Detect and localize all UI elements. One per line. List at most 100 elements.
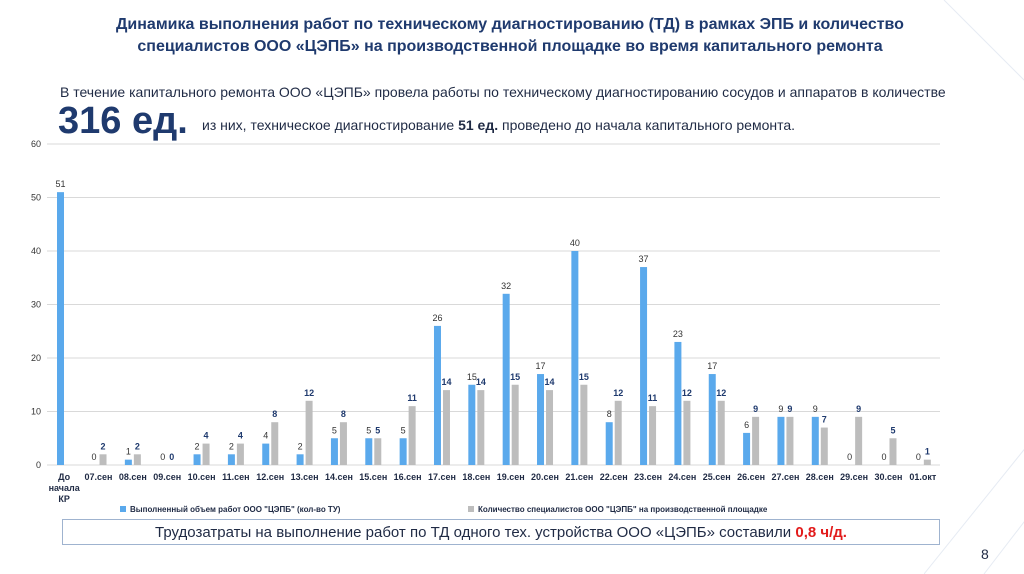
data-label-specialists: 9 (856, 404, 861, 414)
data-label-specialists: 12 (304, 388, 314, 398)
bar-volume (365, 438, 373, 465)
bar-volume (296, 454, 304, 465)
x-tick-label: начала (49, 483, 81, 493)
x-tick-label: 24.сен (668, 472, 696, 482)
bar-volume (537, 374, 545, 465)
data-label-volume: 37 (639, 254, 649, 264)
bar-specialists (374, 438, 382, 465)
bar-specialists (649, 406, 657, 465)
x-tick-label: 17.сен (428, 472, 456, 482)
x-tick-label: 20.сен (531, 472, 559, 482)
data-label-specialists: 14 (476, 377, 486, 387)
y-tick-label: 0 (36, 460, 41, 470)
data-label-specialists: 9 (787, 404, 792, 414)
data-label-volume: 26 (432, 313, 442, 323)
sub-text: из них, техническое диагностирование 51 … (202, 117, 795, 133)
total-value: 316 ед. (58, 100, 188, 142)
sub-text-prefix: из них, техническое диагностирование (202, 117, 459, 133)
data-label-specialists: 12 (613, 388, 623, 398)
data-label-volume: 9 (778, 404, 783, 414)
data-label-specialists: 14 (441, 377, 451, 387)
x-tick-label: 11.сен (222, 472, 249, 482)
bar-volume (468, 384, 476, 465)
data-label-specialists: 7 (822, 415, 827, 425)
x-tick-label: 18.сен (462, 472, 490, 482)
bar-specialists (271, 422, 279, 465)
data-label-specialists: 12 (716, 388, 726, 398)
bar-specialists (786, 416, 794, 465)
data-label-volume: 23 (673, 329, 683, 339)
data-label-specialists: 4 (204, 431, 209, 441)
x-tick-label: 26.сен (737, 472, 765, 482)
bar-specialists (923, 459, 931, 465)
data-label-volume: 9 (813, 404, 818, 414)
bar-specialists (202, 443, 210, 465)
data-label-volume: 0 (92, 452, 97, 462)
data-label-volume: 2 (229, 441, 234, 451)
data-label-volume: 6 (744, 420, 749, 430)
bar-volume (330, 438, 338, 465)
x-tick-label: 23.сен (634, 472, 662, 482)
bar-volume (502, 293, 510, 465)
data-label-volume: 4 (263, 431, 268, 441)
bar-volume (571, 251, 579, 465)
data-label-specialists: 2 (101, 441, 106, 451)
x-tick-label: 22.сен (600, 472, 628, 482)
legend-swatch (468, 506, 474, 512)
y-tick-label: 20 (31, 353, 41, 363)
x-tick-label: 01.окт (909, 472, 937, 482)
data-label-specialists: 11 (648, 393, 658, 403)
data-label-volume: 51 (55, 179, 65, 189)
bar-specialists (408, 406, 416, 465)
labor-note-value: 0,8 ч/д. (795, 524, 847, 541)
data-label-specialists: 5 (375, 425, 380, 435)
x-tick-label: 08.сен (119, 472, 147, 482)
x-tick-label: До (58, 472, 71, 482)
bar-specialists (236, 443, 244, 465)
data-label-volume: 15 (467, 372, 477, 382)
data-label-specialists: 15 (510, 372, 520, 382)
x-tick-label: 30.сен (874, 472, 902, 482)
data-label-volume: 17 (707, 361, 717, 371)
sub-text-suffix: проведено до начала капитального ремонта… (498, 117, 796, 133)
slide-title-line1: Динамика выполнения работ по техническом… (116, 16, 904, 33)
bar-volume (777, 416, 785, 465)
bar-specialists (855, 416, 863, 465)
x-tick-label: КР (58, 494, 70, 504)
y-tick-label: 60 (31, 139, 41, 149)
bar-specialists (305, 400, 313, 465)
bar-specialists (477, 390, 485, 465)
x-tick-label: 21.сен (565, 472, 593, 482)
x-tick-label: 15.сен (359, 472, 387, 482)
data-label-volume: 40 (570, 238, 580, 248)
slide-title-line2: специалистов ООО «ЦЭПБ» на производствен… (137, 38, 883, 55)
x-tick-label: 19.сен (497, 472, 525, 482)
data-label-specialists: 11 (407, 393, 417, 403)
bar-specialists (133, 454, 141, 465)
data-label-specialists: 1 (925, 447, 930, 457)
bar-volume (674, 341, 682, 465)
data-label-specialists: 8 (272, 409, 277, 419)
bar-specialists (889, 438, 897, 465)
data-label-volume: 5 (366, 425, 371, 435)
bar-volume (743, 432, 751, 465)
data-label-volume: 0 (916, 452, 921, 462)
intro-text: В течение капитального ремонта ООО «ЦЭПБ… (60, 84, 946, 100)
bar-volume (640, 267, 648, 465)
y-tick-label: 40 (31, 246, 41, 256)
x-tick-label: 27.сен (771, 472, 799, 482)
x-tick-label: 29.сен (840, 472, 868, 482)
bar-specialists (442, 390, 450, 465)
x-tick-label: 14.сен (325, 472, 353, 482)
data-label-specialists: 14 (545, 377, 555, 387)
bar-specialists (99, 454, 107, 465)
bar-volume (193, 454, 201, 465)
x-tick-label: 12.сен (256, 472, 284, 482)
data-label-volume: 0 (160, 452, 165, 462)
x-tick-label: 09.сен (153, 472, 181, 482)
x-tick-label: 25.сен (703, 472, 731, 482)
slide-title: Динамика выполнения работ по техническом… (60, 14, 960, 58)
data-label-specialists: 12 (682, 388, 692, 398)
data-label-volume: 0 (881, 452, 886, 462)
